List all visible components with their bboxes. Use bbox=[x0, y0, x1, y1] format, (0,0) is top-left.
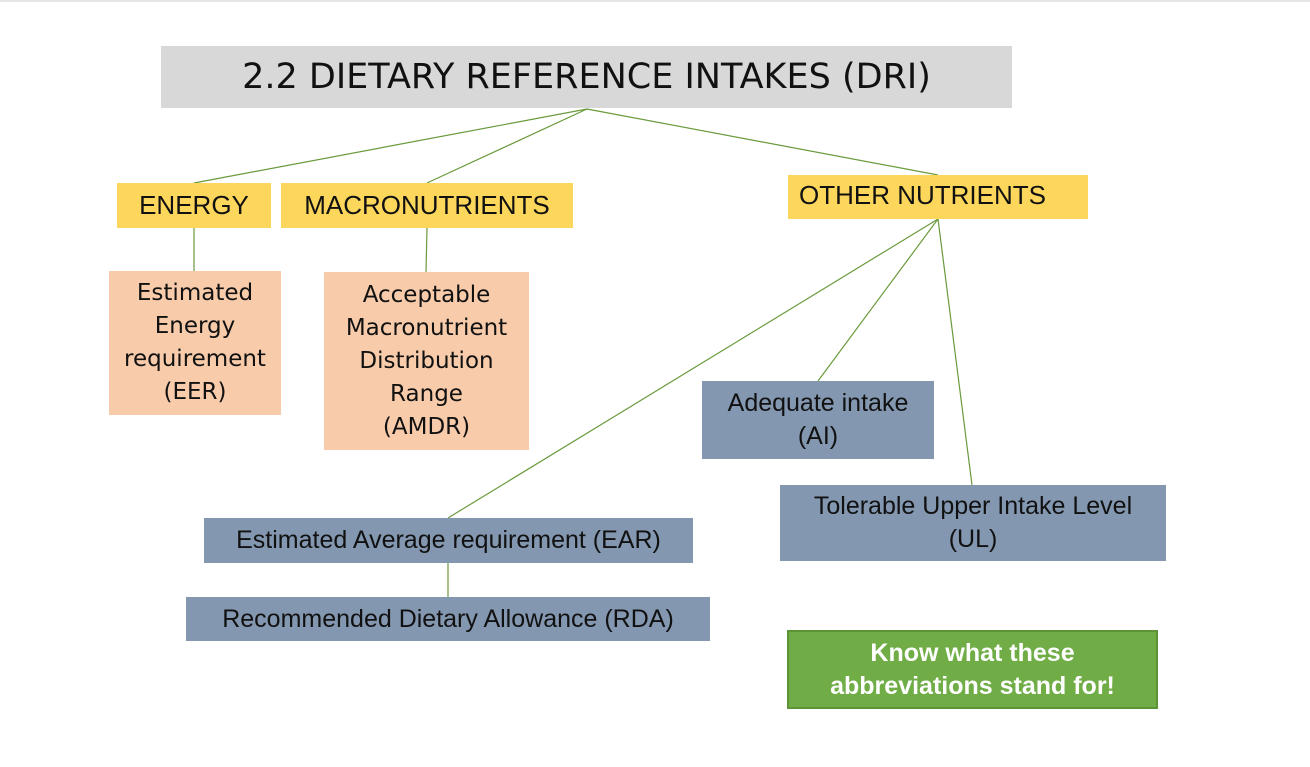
detail-ul-line: (UL) bbox=[948, 525, 998, 553]
top-border bbox=[0, 0, 1310, 2]
connector-other-ai bbox=[817, 218, 939, 382]
detail-eer: Estimated Energy requirement (EER) bbox=[109, 271, 281, 415]
category-other-nutrients: OTHER NUTRIENTS bbox=[788, 175, 1088, 219]
connector-title-other bbox=[586, 108, 939, 176]
connector-title-macronutrients bbox=[426, 108, 588, 184]
detail-ai-line: (AI) bbox=[797, 422, 839, 450]
note-line: Know what these bbox=[870, 638, 1075, 667]
detail-ai: Adequate intake (AI) bbox=[702, 381, 934, 459]
detail-eer-line: Estimated bbox=[136, 280, 254, 306]
detail-amdr-line: Macronutrient bbox=[345, 314, 508, 341]
detail-rda: Recommended Dietary Allowance (RDA) bbox=[186, 597, 710, 641]
diagram-title: 2.2 DIETARY REFERENCE INTAKES (DRI) bbox=[161, 46, 1012, 108]
connector-other-ul bbox=[937, 218, 973, 486]
detail-amdr-line: Range bbox=[390, 380, 463, 407]
detail-eer-line: requirement bbox=[124, 346, 266, 372]
detail-amdr-line: Acceptable bbox=[362, 281, 491, 308]
detail-ul-line: Tolerable Upper Intake Level bbox=[813, 492, 1133, 520]
detail-ai-line: Adequate intake bbox=[727, 389, 909, 417]
detail-eer-line: (EER) bbox=[163, 379, 227, 405]
note-line: abbreviations stand for! bbox=[830, 671, 1115, 700]
detail-amdr-line: Distribution bbox=[359, 347, 494, 374]
detail-amdr: Acceptable Macronutrient Distribution Ra… bbox=[324, 272, 529, 450]
connector-macro-amdr bbox=[425, 227, 428, 273]
detail-amdr-line: (AMDR) bbox=[382, 413, 471, 440]
category-energy: ENERGY bbox=[117, 183, 271, 228]
connector-title-energy bbox=[193, 108, 588, 184]
detail-ul: Tolerable Upper Intake Level (UL) bbox=[780, 485, 1166, 561]
detail-eer-line: Energy bbox=[154, 313, 236, 339]
category-macronutrients: MACRONUTRIENTS bbox=[281, 183, 573, 228]
connector-other-ear bbox=[447, 218, 939, 519]
note-box: Know what these abbreviations stand for! bbox=[787, 630, 1158, 709]
detail-ear: Estimated Average requirement (EAR) bbox=[204, 518, 693, 563]
